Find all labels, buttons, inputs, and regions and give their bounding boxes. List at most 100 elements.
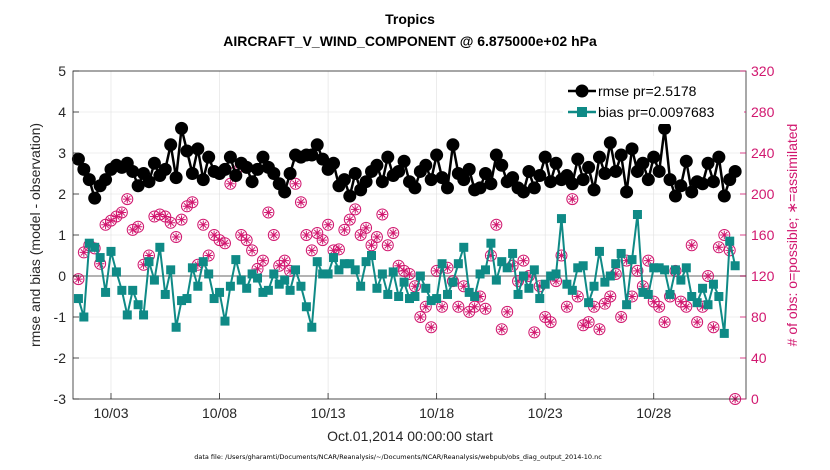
rmse-point [647, 150, 661, 164]
bias-series [73, 210, 740, 338]
right-axis-ticks: 0 40 80 120 160 200 240 280 320 [740, 63, 775, 407]
bias-point [676, 275, 686, 285]
rmse-point [728, 164, 742, 178]
obs-markers [72, 165, 742, 405]
rmse-point [82, 173, 96, 187]
rmse-point [576, 173, 590, 187]
bias-point [410, 292, 420, 301]
obs-assimilated-marker [269, 230, 279, 240]
obs-assimilated-marker [464, 307, 474, 317]
obs-assimilated-marker [513, 276, 523, 286]
rmse-point [283, 167, 297, 180]
rmse-point [196, 173, 210, 187]
obs-assimilated-marker [122, 194, 132, 204]
bias-point [318, 269, 328, 279]
bias-point [524, 283, 534, 293]
rmse-point [71, 152, 85, 166]
bias-point [95, 253, 105, 263]
rmse-point [218, 162, 232, 176]
bias-point [556, 214, 566, 224]
legend-bias-label: bias pr=0.0097683 [598, 104, 715, 120]
bias-point [323, 269, 333, 279]
obs-possible-marker [175, 213, 188, 226]
bias-point [209, 294, 219, 304]
bias-point [600, 277, 610, 287]
obs-possible-marker [246, 244, 259, 257]
obs-assimilated-marker [361, 223, 371, 233]
obs-assimilated-marker [198, 220, 208, 230]
rmse-point [327, 156, 341, 170]
bias-point [692, 298, 702, 308]
obs-assimilated-marker [437, 302, 447, 312]
obs-assimilated-marker [692, 317, 702, 327]
rmse-point [278, 185, 292, 199]
obs-possible-marker [278, 254, 291, 267]
bias-point [518, 271, 528, 281]
obs-possible-marker [305, 244, 318, 257]
obs-assimilated-marker [660, 317, 669, 327]
bias-point [307, 322, 317, 332]
obs-assimilated-marker [133, 222, 143, 232]
bias-point [437, 259, 447, 269]
rmse-point [484, 177, 498, 191]
obs-assimilated-marker [334, 245, 344, 254]
obs-assimilated-marker [492, 220, 501, 230]
obs-possible-marker [571, 290, 584, 303]
bias-point [253, 273, 263, 283]
obs-possible-marker [322, 218, 335, 231]
left-tick-label: 4 [58, 104, 66, 120]
bias-point [529, 265, 539, 275]
obs-assimilated-marker [535, 281, 545, 291]
bias-point [719, 328, 729, 338]
rmse-point [549, 156, 563, 170]
obs-possible-marker [360, 221, 373, 234]
bias-point [421, 283, 431, 293]
rmse-point [310, 138, 324, 152]
obs-possible-marker [430, 264, 443, 277]
chart-title: Tropics [385, 11, 435, 27]
bias-point [394, 292, 404, 301]
obs-assimilated-marker [486, 251, 496, 260]
bias-point [291, 265, 301, 275]
rmse-point [685, 185, 699, 199]
obs-assimilated-marker [106, 216, 116, 225]
bias-point [470, 292, 480, 301]
obs-possible-marker [365, 239, 378, 252]
rmse-point [478, 167, 492, 180]
left-tick-label: -1 [54, 309, 67, 325]
bias-point [160, 289, 170, 299]
bias-point [225, 281, 235, 291]
bias-line [77, 213, 737, 335]
obs-possible-marker [343, 213, 356, 226]
rmse-point [126, 164, 140, 178]
rmse-point [473, 181, 487, 195]
rmse-point [408, 181, 422, 195]
obs-assimilated-marker [378, 210, 387, 219]
bias-point [573, 263, 583, 273]
bias-point [638, 287, 648, 297]
rmse-point [565, 177, 579, 191]
chart-subtitle: AIRCRAFT_V_WIND_COMPONENT @ 6.875000e+02… [223, 33, 597, 49]
obs-assimilated-marker [329, 246, 338, 255]
obs-assimilated-marker [497, 325, 507, 334]
obs-possible-marker [685, 239, 698, 252]
rmse-point [185, 167, 199, 180]
x-tick-label: 10/28 [636, 405, 671, 421]
obs-assimilated-marker [714, 243, 724, 252]
rmse-point [348, 167, 362, 180]
obs-assimilated-marker [627, 292, 637, 301]
obs-assimilated-marker [502, 307, 512, 317]
obs-possible-marker [387, 226, 400, 239]
obs-assimilated-marker [573, 292, 583, 301]
obs-possible-marker [202, 249, 215, 262]
obs-assimilated-marker [644, 256, 653, 265]
rmse-point [180, 144, 194, 158]
rmse-point [240, 160, 254, 174]
bias-point [274, 279, 284, 289]
bias-point [627, 255, 637, 265]
obs-assimilated-marker [264, 208, 273, 217]
bias-point [508, 248, 518, 258]
obs-possible-marker [517, 254, 530, 267]
bias-point [187, 263, 197, 273]
obs-assimilated-marker [481, 304, 490, 314]
